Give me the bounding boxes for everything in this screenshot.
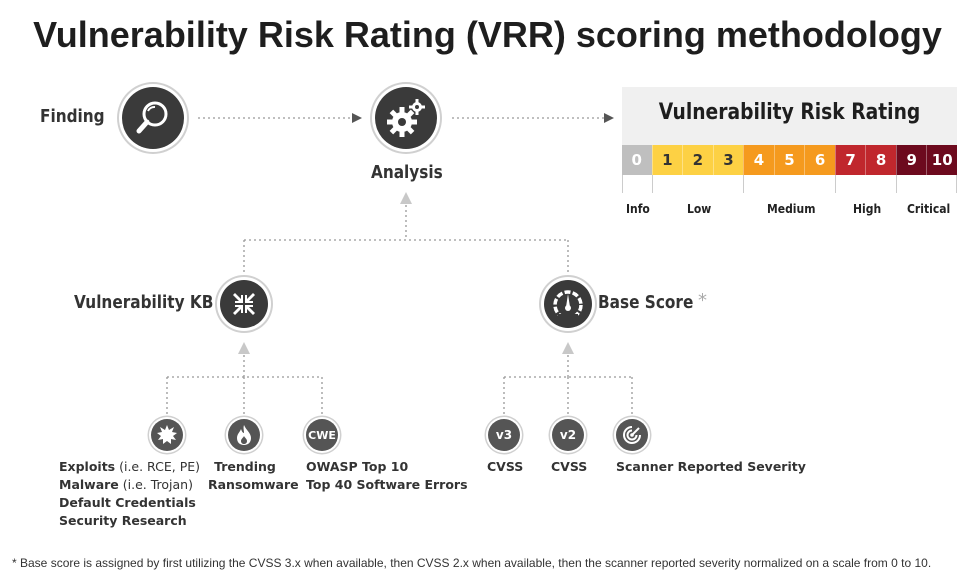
scanner-node (616, 419, 648, 451)
rating-cell: 3 (712, 145, 744, 175)
exploits-line: Exploits (i.e. RCE, PE) (59, 459, 201, 474)
arrow-up-icon (238, 342, 250, 354)
cvss-v3-label: CVSS (487, 459, 524, 474)
magnifier-icon (136, 101, 168, 134)
analysis-node (375, 87, 437, 149)
rating-cell: 4 (743, 145, 774, 175)
exploits-text: Exploits (i.e. RCE, PE) Malware (i.e. Tr… (59, 458, 201, 530)
cvss-v2-node: v2 (552, 419, 584, 451)
cwe-icon-text: CWE (308, 428, 336, 442)
rating-cell: 7 (834, 145, 866, 175)
page-title: Vulnerability Risk Rating (VRR) scoring … (33, 14, 942, 55)
flame-icon (237, 425, 251, 445)
rating-cell: 10 (926, 145, 958, 175)
base-score-asterisk: * (698, 290, 707, 311)
gears-icon (387, 99, 425, 137)
gauge-icon (553, 290, 583, 320)
burst-icon (157, 425, 177, 444)
arrow-head-icon (352, 113, 362, 123)
malware-line: Malware (i.e. Trojan) (59, 477, 193, 492)
rating-cell: 9 (895, 145, 927, 175)
cwe-text: OWASP Top 10 Top 40 Software Errors (306, 458, 468, 494)
category-medium: Medium (767, 202, 816, 216)
owasp-line: OWASP Top 10 (306, 459, 409, 474)
rating-cell: 2 (682, 145, 713, 175)
footnote: * Base score is assigned by first utiliz… (12, 556, 932, 570)
arrow-head-icon (604, 113, 614, 123)
v2-icon-text: v2 (559, 428, 577, 442)
vuln-kb-label: Vulnerability KB (74, 292, 214, 313)
category-critical: Critical (907, 202, 951, 216)
base-score-node (544, 280, 592, 328)
rating-panel (622, 87, 957, 145)
cvss-v2-label: CVSS (551, 459, 588, 474)
security-research-line: Security Research (59, 513, 187, 528)
rating-cell: 6 (804, 145, 835, 175)
scanner-label: Scanner Reported Severity (616, 459, 806, 474)
default-credentials-line: Default Credentials (59, 495, 196, 510)
category-low: Low (687, 202, 712, 216)
arrow-up-icon (400, 192, 412, 204)
rating-cell: 8 (865, 145, 896, 175)
analysis-label: Analysis (371, 162, 443, 183)
rating-cell: 5 (773, 145, 805, 175)
compress-arrows-icon (233, 293, 255, 315)
scale-ticks (622, 175, 957, 193)
rating-cell: 1 (651, 145, 683, 175)
radar-icon (623, 426, 641, 444)
trending-text: Trending Ransomware (208, 458, 299, 494)
cvss-v3-node: v3 (488, 419, 520, 451)
rating-scale: 0 1 2 3 4 5 6 7 8 9 10 (622, 145, 958, 175)
vuln-kb-node (220, 280, 268, 328)
category-info: Info (626, 202, 650, 216)
finding-label: Finding (40, 106, 105, 127)
arrow-up-icon (562, 342, 574, 354)
exploits-node (151, 419, 183, 451)
top40-line: Top 40 Software Errors (306, 477, 468, 492)
base-score-label: Base Score (598, 292, 694, 313)
trending-line2: Ransomware (208, 477, 299, 492)
v3-icon-text: v3 (495, 428, 513, 442)
trending-node (228, 419, 260, 451)
category-high: High (853, 202, 882, 216)
rating-cell: 0 (622, 145, 652, 175)
rating-title: Vulnerability Risk Rating (658, 100, 921, 125)
cwe-node: CWE (306, 419, 338, 451)
trending-line1: Trending (214, 459, 276, 474)
finding-node (122, 87, 184, 149)
